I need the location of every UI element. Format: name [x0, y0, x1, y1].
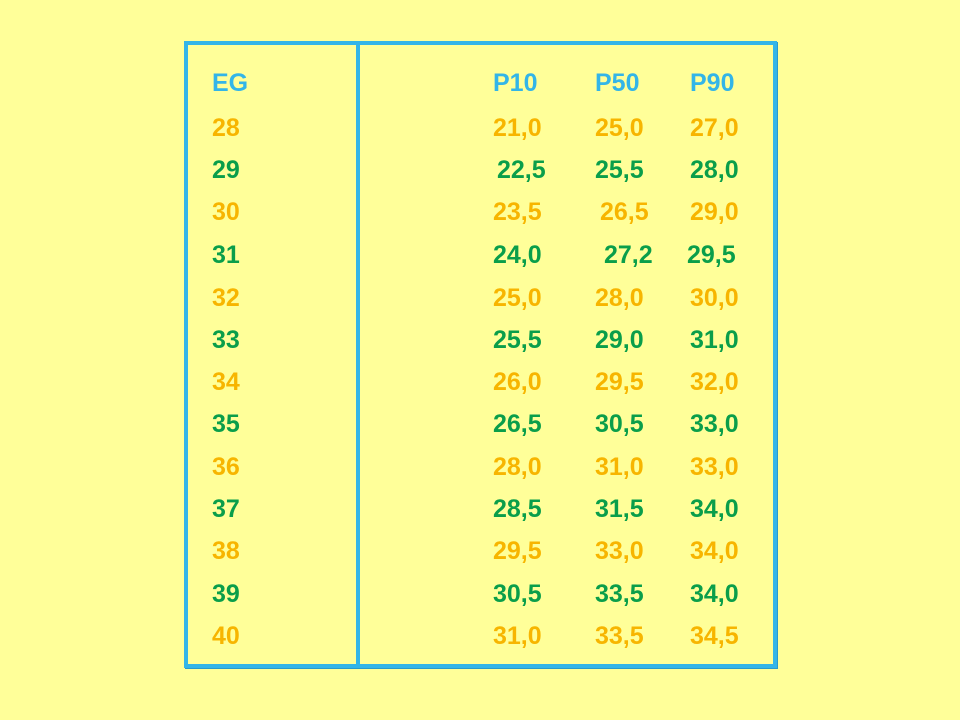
- cell-p10: 28,0: [493, 453, 542, 481]
- column-divider: [356, 41, 360, 668]
- cell-eg: 28: [212, 114, 240, 142]
- cell-p50: 25,5: [595, 156, 644, 184]
- cell-eg: 38: [212, 537, 240, 565]
- cell-p10: 26,0: [493, 368, 542, 396]
- cell-p50: 33,0: [595, 537, 644, 565]
- cell-p10: 24,0: [493, 241, 542, 269]
- cell-p90: 30,0: [690, 284, 739, 312]
- cell-eg: 29: [212, 156, 240, 184]
- cell-p90: 32,0: [690, 368, 739, 396]
- cell-p90: 29,0: [690, 198, 739, 226]
- cell-p10: 25,5: [493, 326, 542, 354]
- cell-eg: 40: [212, 622, 240, 650]
- cell-eg: 30: [212, 198, 240, 226]
- cell-eg: 37: [212, 495, 240, 523]
- cell-p90: 34,5: [690, 622, 739, 650]
- cell-p90: 33,0: [690, 410, 739, 438]
- cell-p50: 26,5: [600, 198, 649, 226]
- cell-eg: 31: [212, 241, 240, 269]
- cell-p50: 25,0: [595, 114, 644, 142]
- cell-eg: 39: [212, 580, 240, 608]
- cell-p50: 29,5: [595, 368, 644, 396]
- table-frame: [184, 41, 777, 668]
- cell-p50: 33,5: [595, 622, 644, 650]
- cell-p90: 28,0: [690, 156, 739, 184]
- cell-eg: 36: [212, 453, 240, 481]
- cell-p90: 34,0: [690, 537, 739, 565]
- cell-p10: 23,5: [493, 198, 542, 226]
- cell-p10: 30,5: [493, 580, 542, 608]
- header-p10: P10: [493, 69, 538, 97]
- cell-p10: 22,5: [497, 156, 546, 184]
- cell-p10: 26,5: [493, 410, 542, 438]
- cell-p90: 33,0: [690, 453, 739, 481]
- header-p90: P90: [690, 69, 735, 97]
- cell-eg: 32: [212, 284, 240, 312]
- cell-p10: 28,5: [493, 495, 542, 523]
- cell-p90: 31,0: [690, 326, 739, 354]
- cell-p90: 34,0: [690, 580, 739, 608]
- cell-p50: 29,0: [595, 326, 644, 354]
- cell-p10: 29,5: [493, 537, 542, 565]
- cell-p50: 27,2: [604, 241, 653, 269]
- cell-p50: 28,0: [595, 284, 644, 312]
- header-p50: P50: [595, 69, 640, 97]
- cell-p90: 34,0: [690, 495, 739, 523]
- cell-p10: 21,0: [493, 114, 542, 142]
- cell-p90: 27,0: [690, 114, 739, 142]
- cell-p50: 31,5: [595, 495, 644, 523]
- cell-p10: 25,0: [493, 284, 542, 312]
- cell-p50: 30,5: [595, 410, 644, 438]
- cell-p90: 29,5: [687, 241, 736, 269]
- cell-p10: 31,0: [493, 622, 542, 650]
- cell-eg: 33: [212, 326, 240, 354]
- cell-eg: 34: [212, 368, 240, 396]
- cell-eg: 35: [212, 410, 240, 438]
- cell-p50: 31,0: [595, 453, 644, 481]
- header-eg: EG: [212, 69, 249, 97]
- cell-p50: 33,5: [595, 580, 644, 608]
